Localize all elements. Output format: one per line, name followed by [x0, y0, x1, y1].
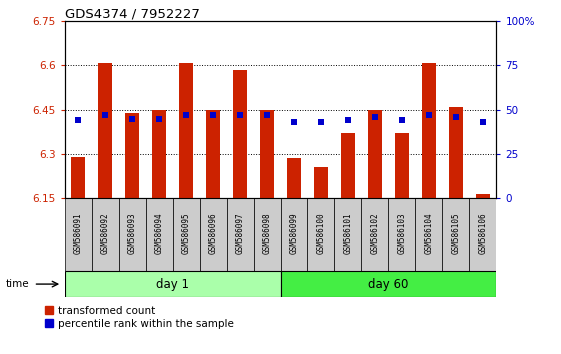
Bar	[145, 198, 173, 271]
Bar	[260, 110, 274, 198]
Point	[209, 112, 218, 118]
Bar	[449, 107, 463, 198]
Point	[263, 112, 272, 118]
Point	[343, 118, 352, 123]
Point	[73, 118, 82, 123]
Legend: transformed count, percentile rank within the sample: transformed count, percentile rank withi…	[42, 303, 237, 332]
Bar	[205, 110, 220, 198]
Point	[479, 119, 488, 125]
Bar	[361, 198, 388, 271]
Bar	[71, 157, 85, 198]
Bar	[307, 198, 334, 271]
Bar	[151, 110, 167, 198]
Bar	[91, 198, 118, 271]
Bar	[389, 198, 416, 271]
Text: time: time	[6, 279, 29, 289]
Text: GSM586101: GSM586101	[343, 212, 352, 254]
Point	[398, 118, 407, 123]
Bar	[314, 167, 328, 198]
Text: GSM586106: GSM586106	[479, 212, 488, 254]
Bar	[443, 198, 470, 271]
Bar	[394, 133, 410, 198]
Bar	[280, 198, 307, 271]
Text: GSM586095: GSM586095	[182, 212, 191, 254]
Bar	[173, 198, 200, 271]
Point	[289, 119, 298, 125]
Bar	[341, 133, 356, 198]
Bar	[65, 198, 91, 271]
Bar	[233, 70, 247, 198]
Text: GSM586100: GSM586100	[316, 212, 325, 254]
Bar	[470, 198, 496, 271]
Point	[154, 116, 163, 121]
Bar	[118, 198, 145, 271]
Text: GSM586093: GSM586093	[127, 212, 136, 254]
Bar	[178, 63, 194, 198]
Point	[182, 112, 191, 118]
Text: GSM586099: GSM586099	[289, 212, 298, 254]
Point	[127, 116, 136, 121]
Text: GDS4374 / 7952227: GDS4374 / 7952227	[65, 7, 199, 20]
Bar	[65, 271, 280, 297]
Text: GSM586102: GSM586102	[370, 212, 379, 254]
Bar	[125, 113, 140, 198]
Point	[316, 119, 325, 125]
Bar	[416, 198, 443, 271]
Bar	[287, 159, 301, 198]
Bar	[476, 194, 490, 198]
Point	[236, 112, 245, 118]
Text: GSM586094: GSM586094	[154, 212, 163, 254]
Text: day 1: day 1	[156, 278, 189, 291]
Text: GSM586098: GSM586098	[263, 212, 272, 254]
Text: GSM586097: GSM586097	[236, 212, 245, 254]
Bar	[280, 271, 496, 297]
Point	[452, 114, 461, 120]
Point	[370, 114, 379, 120]
Bar	[334, 198, 361, 271]
Bar	[98, 63, 112, 198]
Point	[425, 112, 434, 118]
Text: GSM586091: GSM586091	[73, 212, 82, 254]
Bar	[367, 110, 383, 198]
Text: GSM586096: GSM586096	[209, 212, 218, 254]
Text: GSM586105: GSM586105	[452, 212, 461, 254]
Bar	[421, 63, 436, 198]
Text: GSM586092: GSM586092	[100, 212, 109, 254]
Text: GSM586103: GSM586103	[398, 212, 407, 254]
Bar	[200, 198, 227, 271]
Text: day 60: day 60	[369, 278, 408, 291]
Point	[100, 112, 109, 118]
Bar	[254, 198, 280, 271]
Bar	[227, 198, 254, 271]
Text: GSM586104: GSM586104	[425, 212, 434, 254]
